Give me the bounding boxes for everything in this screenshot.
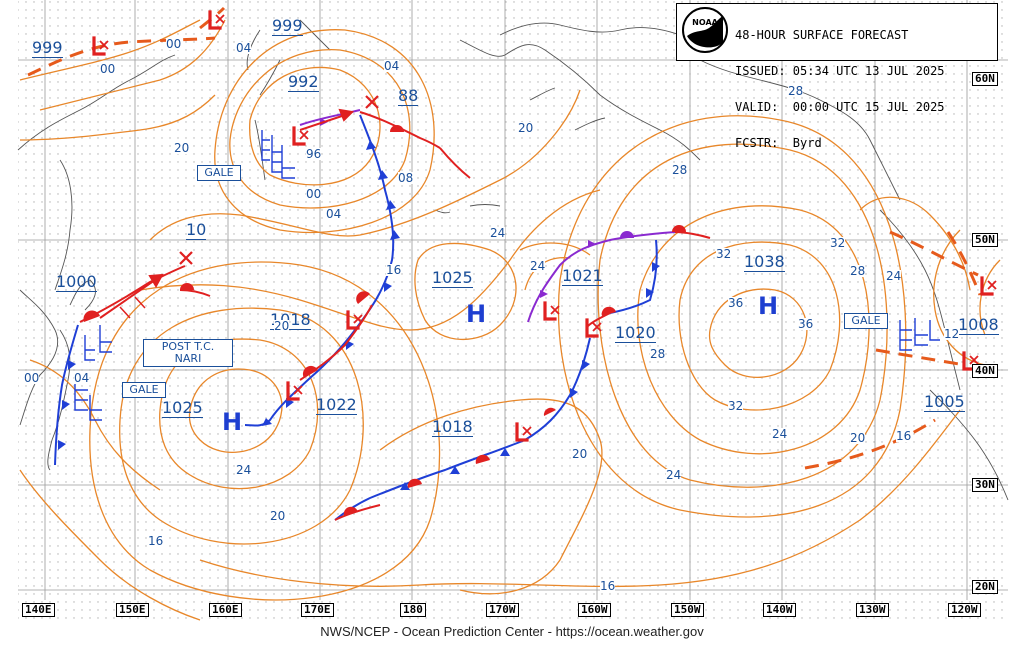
isobar-label: 20 (572, 447, 588, 461)
isobar-label: 04 (384, 59, 400, 73)
lat-label: 60N (972, 72, 998, 86)
forecast-title-block: NOAA 48-HOUR SURFACE FORECAST ISSUED: 05… (676, 3, 998, 149)
pressure-1005: 1005 (924, 392, 965, 412)
isobar-label: 20 (518, 121, 534, 135)
isobar-label: 20 (174, 141, 190, 155)
pressure-1022: 1022 (316, 395, 357, 415)
isobar-label: 24 (772, 427, 788, 441)
pressure-1000: 1000 (56, 272, 97, 292)
lon-label: 140W (763, 603, 796, 617)
post-tc-line2: NARI (174, 352, 202, 365)
title-line-issued: ISSUED: 05:34 UTC 13 JUL 2025 (735, 64, 945, 78)
isobar-label: 16 (148, 534, 164, 548)
isobar-label: 36 (728, 296, 744, 310)
high-symbol-central: H (466, 300, 487, 328)
lon-label: 150W (671, 603, 704, 617)
high-symbol-east: H (758, 292, 779, 320)
low-symbols (92, 10, 994, 442)
isobar-label: 24 (236, 463, 252, 477)
isobar-label: 28 (650, 347, 666, 361)
title-lines: 48-HOUR SURFACE FORECAST ISSUED: 05:34 U… (735, 5, 945, 173)
lat-label: 50N (972, 233, 998, 247)
isobar-label: 24 (886, 269, 902, 283)
cold-front-barbs (58, 140, 660, 490)
low-x-marks (99, 14, 997, 436)
pressure-1020: 1020 (615, 323, 656, 343)
isobar-label: 00 (100, 62, 116, 76)
footer-credit: NWS/NCEP - Ocean Prediction Center - htt… (320, 624, 704, 639)
lon-label: 160W (578, 603, 611, 617)
warm-front-semicircles (83, 125, 686, 516)
isobar-label: 24 (666, 468, 682, 482)
isobar-label: 04 (236, 41, 252, 55)
noaa-logo: NOAA (682, 7, 728, 53)
gale-label-east: GALE (844, 313, 888, 329)
isobar-label: 32 (728, 399, 744, 413)
isobar-label: 16 (896, 429, 912, 443)
gale-label-west: GALE (122, 382, 166, 398)
pressure-1025-west: 1025 (162, 398, 203, 418)
lat-label: 30N (972, 478, 998, 492)
isobar-label: 28 (788, 84, 804, 98)
movement-arrows (99, 108, 355, 319)
isobar-label: 00 (166, 37, 182, 51)
isobar-label: 00 (24, 371, 40, 385)
lon-label: 170E (301, 603, 334, 617)
isobar-label: 20 (850, 431, 866, 445)
title-line-forecaster: FCSTR: Byrd (735, 136, 822, 150)
lon-label: 140E (22, 603, 55, 617)
lon-label: 130W (856, 603, 889, 617)
pressure-992: 992 (288, 72, 319, 92)
pressure-10: 10 (186, 220, 207, 240)
title-line-product: 48-HOUR SURFACE FORECAST (735, 28, 909, 42)
pressure-1008: 1008 (958, 315, 999, 335)
high-symbol-west: H (222, 408, 243, 436)
lon-label: 120W (948, 603, 981, 617)
pressure-1025-central: 1025 (432, 268, 473, 288)
isobar-label: 28 (672, 163, 688, 177)
isobar-label: 16 (386, 263, 402, 277)
pressure-1018-south: 1018 (432, 417, 473, 437)
pressure-1038: 1038 (744, 252, 785, 272)
isobar-label: 32 (830, 236, 846, 250)
lat-label: 40N (972, 364, 998, 378)
isobar-label: 00 (306, 187, 322, 201)
pressure-1021: 1021 (562, 266, 603, 286)
isobar-label: 32 (716, 247, 732, 261)
isobar-label: 08 (398, 171, 414, 185)
noaa-logo-text: NOAA (692, 18, 718, 27)
troughs (27, 6, 982, 470)
post-tc-line1: POST T.C. (161, 340, 215, 353)
pressure-999-north: 999 (272, 16, 303, 36)
isobar-label: 24 (530, 259, 546, 273)
isobars (19, 19, 1001, 621)
isobar-label: 04 (74, 371, 90, 385)
isobar-label: 16 (600, 579, 616, 593)
pressure-88: 88 (398, 86, 419, 106)
post-tc-label: POST T.C. NARI (143, 339, 233, 367)
lon-label: 180 (400, 603, 426, 617)
isobar-label: 20 (274, 319, 290, 333)
isobar-label: 24 (490, 226, 506, 240)
pressure-999-west: 999 (32, 38, 63, 58)
isobar-label: 96 (306, 147, 322, 161)
isobar-label: 28 (850, 264, 866, 278)
title-line-valid: VALID: 00:00 UTC 15 JUL 2025 (735, 100, 945, 114)
isobar-label: 36 (798, 317, 814, 331)
isobar-label: 12 (944, 327, 960, 341)
lat-label: 20N (972, 580, 998, 594)
isobar-label: 04 (326, 207, 342, 221)
lon-label: 150E (116, 603, 149, 617)
wind-barbs (74, 130, 940, 421)
isobar-label: 20 (270, 509, 286, 523)
dotted-background (18, 0, 1008, 622)
lon-label: 160E (209, 603, 242, 617)
lon-label: 170W (486, 603, 519, 617)
gale-label-nw: GALE (197, 165, 241, 181)
